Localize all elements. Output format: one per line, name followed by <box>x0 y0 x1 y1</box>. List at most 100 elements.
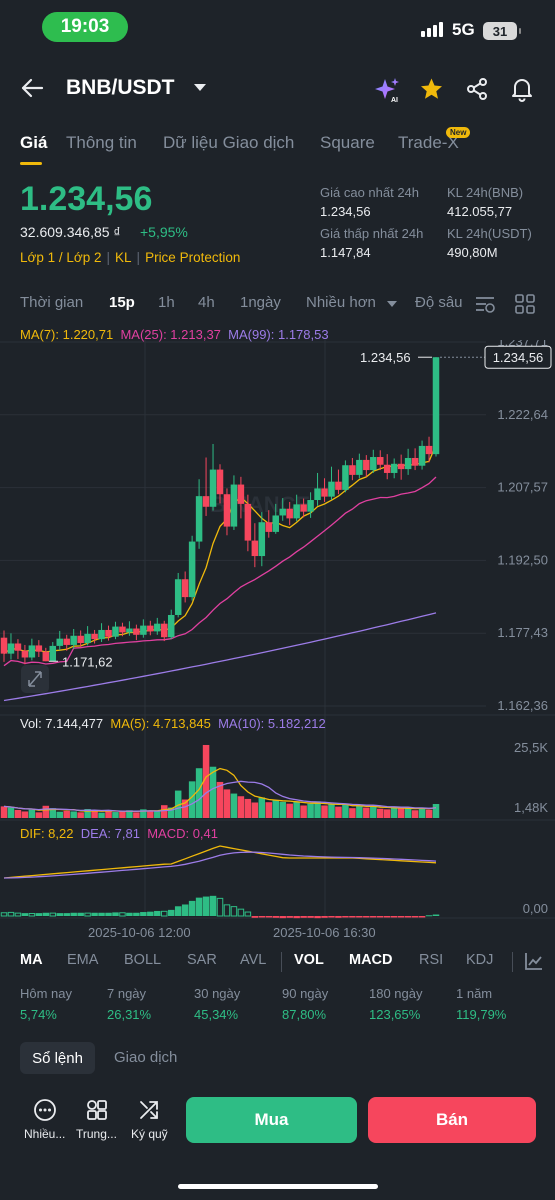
more-button[interactable] <box>20 1098 70 1127</box>
macd-hist-bar <box>321 916 328 918</box>
volume-bar <box>84 809 91 818</box>
change-percent: +5,95% <box>140 224 188 240</box>
macd-dea: DEA: 7,81 <box>80 826 140 841</box>
tab-orderbook[interactable]: Sổ lệnh <box>20 1042 95 1074</box>
volume-bar <box>363 807 370 818</box>
volume-bar <box>300 805 307 818</box>
volume-bar <box>279 801 286 818</box>
grid-layout-icon[interactable] <box>515 294 535 314</box>
tab-trades[interactable]: Giao dịch <box>114 1049 178 1066</box>
ma25-line <box>3 476 437 667</box>
ma99-path <box>3 612 437 702</box>
volume-bar <box>335 806 342 818</box>
macd-hist-bar <box>432 914 440 916</box>
tab-trade-x[interactable]: Trade-X <box>398 133 459 152</box>
volume-bar <box>181 799 189 818</box>
candle-body <box>188 541 196 598</box>
volume-bar <box>63 810 70 818</box>
volume-bar <box>265 802 273 818</box>
ind-vol[interactable]: VOL <box>294 952 324 968</box>
ma25-path <box>3 476 437 667</box>
candle <box>21 644 29 665</box>
macd-hist-bar <box>174 906 182 916</box>
sell-button[interactable]: Bán <box>368 1097 536 1143</box>
tag-price-protection[interactable]: Price Protection <box>145 250 241 265</box>
volume-bar <box>272 800 279 818</box>
ind-macd[interactable]: MACD <box>349 952 393 968</box>
ind-kdj[interactable]: KDJ <box>466 952 494 968</box>
tag-kl[interactable]: KL <box>115 250 132 265</box>
price-tick-label: 1.237,71 <box>497 340 548 349</box>
candle <box>258 512 266 567</box>
ind-ema[interactable]: EMA <box>67 952 99 968</box>
macd-hist-bar <box>293 916 300 919</box>
pair-title[interactable]: BNB/USDT <box>66 76 175 99</box>
chevron-down-icon[interactable] <box>386 300 398 308</box>
tab-info[interactable]: Thông tin <box>66 133 137 152</box>
volume-bar <box>42 805 50 818</box>
volume-bar <box>425 809 433 818</box>
margin-button[interactable] <box>124 1098 174 1127</box>
candle-body <box>328 481 335 497</box>
tag-layer[interactable]: Lớp 1 / Lớp 2 <box>20 250 102 265</box>
macd-hist-bar <box>147 911 154 916</box>
macd-hist-bar <box>112 912 119 916</box>
macd-tick-label: 0,00 <box>523 901 548 916</box>
tab-price[interactable]: Giá <box>20 133 48 152</box>
volume-bar <box>188 781 196 818</box>
back-arrow-icon[interactable] <box>20 77 44 99</box>
star-icon[interactable] <box>419 77 444 101</box>
macd-hist-bar <box>307 916 314 918</box>
tab-square[interactable]: Square <box>320 133 375 152</box>
macd-hist-bar <box>300 916 307 918</box>
volume-bar <box>237 796 245 818</box>
candle <box>342 460 349 493</box>
candle <box>279 498 286 521</box>
tf-more[interactable]: Nhiều hơn <box>306 294 376 311</box>
tab-trading-data[interactable]: Dữ liệu Giao dịch <box>163 133 295 152</box>
vol-value: Vol: 7.144,477 <box>20 716 104 731</box>
buy-button[interactable]: Mua <box>186 1097 357 1143</box>
macd-hist-bar <box>63 913 70 916</box>
ind-sar[interactable]: SAR <box>187 952 217 968</box>
tf-1h[interactable]: 1h <box>158 294 175 311</box>
ai-sparkle-icon[interactable]: AI <box>374 76 402 104</box>
price-tick-label: 1.222,64 <box>497 407 548 422</box>
tf-1d[interactable]: 1ngày <box>240 294 281 311</box>
tf-4h[interactable]: 4h <box>198 294 215 311</box>
candle-body <box>216 469 224 495</box>
candle <box>286 501 293 526</box>
center-button[interactable] <box>72 1098 122 1127</box>
candle <box>112 621 119 640</box>
candle-body <box>105 629 112 637</box>
tf-depth[interactable]: Độ sâu <box>415 294 463 311</box>
volume-bar <box>161 805 168 818</box>
ind-ma[interactable]: MA <box>20 952 43 968</box>
dropdown-caret-icon[interactable] <box>194 84 206 91</box>
macd-hist-bar <box>363 916 370 918</box>
candle-body <box>98 629 105 640</box>
volume-legend: Vol: 7.144,477 MA(5): 4.713,845 MA(10): … <box>20 716 326 731</box>
macd-hist-bar <box>209 895 217 916</box>
price-chart[interactable]: BINANCE 1.237,711.222,641.207,571.192,50… <box>0 340 555 940</box>
ind-rsi[interactable]: RSI <box>419 952 444 968</box>
chart-settings-icon[interactable] <box>524 951 544 971</box>
active-tab-indicator <box>20 162 42 165</box>
macd-hist-bar <box>167 909 175 916</box>
candle-body <box>251 540 259 557</box>
candle <box>42 647 50 662</box>
macd-hist-bar <box>244 911 252 917</box>
perf-value-1y: 119,79% <box>456 1007 507 1022</box>
vol-ma5: MA(5): 4.713,845 <box>110 716 211 731</box>
indicator-settings-icon[interactable] <box>474 294 496 314</box>
ind-avl[interactable]: AVL <box>240 952 267 968</box>
price-tick-label: 1.207,57 <box>497 480 548 495</box>
candle <box>216 464 224 504</box>
share-icon[interactable] <box>465 77 489 101</box>
ind-boll[interactable]: BOLL <box>124 952 162 968</box>
tf-15m[interactable]: 15p <box>109 294 135 311</box>
candle-body <box>140 625 147 635</box>
bell-icon[interactable] <box>510 76 534 102</box>
tf-time[interactable]: Thời gian <box>20 294 84 311</box>
last-price: 1.234,56 <box>20 180 153 218</box>
